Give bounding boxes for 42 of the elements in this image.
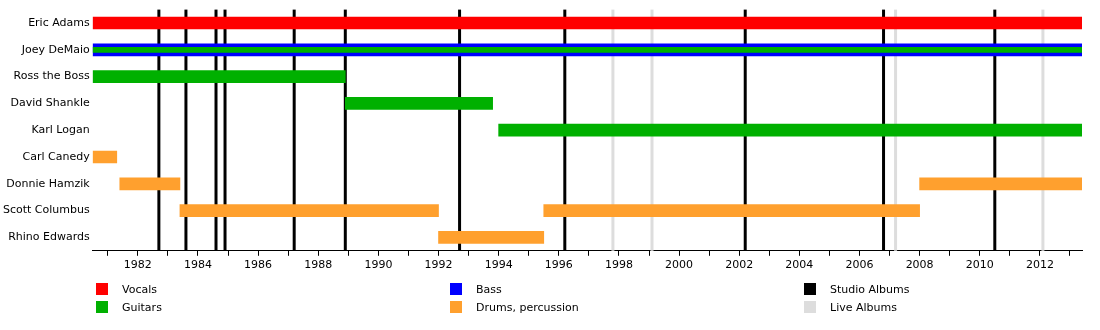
bar — [438, 231, 545, 244]
legend-label: Guitars — [122, 300, 162, 314]
x-tick-label: 1988 — [304, 258, 333, 272]
bar — [543, 204, 920, 217]
y-tick-label: Eric Adams — [28, 15, 90, 29]
x-tick-label: 2010 — [965, 258, 994, 272]
y-tick-label: Joey DeMaio — [20, 42, 90, 56]
legend-label: Vocals — [122, 282, 157, 296]
legend-label: Drums, percussion — [476, 300, 579, 314]
legend-label: Studio Albums — [830, 282, 910, 296]
x-tick-label: 2000 — [665, 258, 694, 272]
bar — [179, 204, 439, 217]
x-tick-label: 1992 — [424, 258, 453, 272]
x-tick-label: 1984 — [183, 258, 212, 272]
y-tick-label: Rhino Edwards — [8, 230, 90, 244]
y-tick-label: Ross the Boss — [13, 69, 90, 83]
bar — [344, 97, 493, 110]
x-tick-label: 1990 — [364, 258, 393, 272]
x-tick-label: 2008 — [905, 258, 934, 272]
legend-label: Live Albums — [830, 300, 897, 314]
bar — [119, 177, 181, 191]
bar — [92, 150, 118, 164]
x-tick-label: 2004 — [785, 258, 814, 272]
x-tick-label: 2012 — [1025, 258, 1054, 272]
x-tick-label: 2002 — [725, 258, 754, 272]
x-tick-label: 1982 — [123, 258, 152, 272]
bar — [498, 123, 1082, 137]
x-tick-label: 1998 — [604, 258, 633, 272]
x-tick-label: 2006 — [845, 258, 874, 272]
y-tick-label: Donnie Hamzik — [6, 176, 91, 190]
bar — [92, 16, 1082, 30]
x-tick-label: 1986 — [244, 258, 273, 272]
y-tick-label: Scott Columbus — [2, 203, 90, 217]
bar — [92, 70, 346, 83]
x-tick-label: 1994 — [484, 258, 513, 272]
y-tick-label: David Shankle — [10, 96, 90, 110]
bar — [92, 46, 1082, 53]
y-tick-label: Carl Canedy — [22, 149, 91, 163]
legend-label: Bass — [476, 282, 502, 296]
x-tick-label: 1996 — [544, 258, 573, 272]
bar — [919, 177, 1082, 191]
y-tick-label: Karl Logan — [31, 123, 90, 137]
